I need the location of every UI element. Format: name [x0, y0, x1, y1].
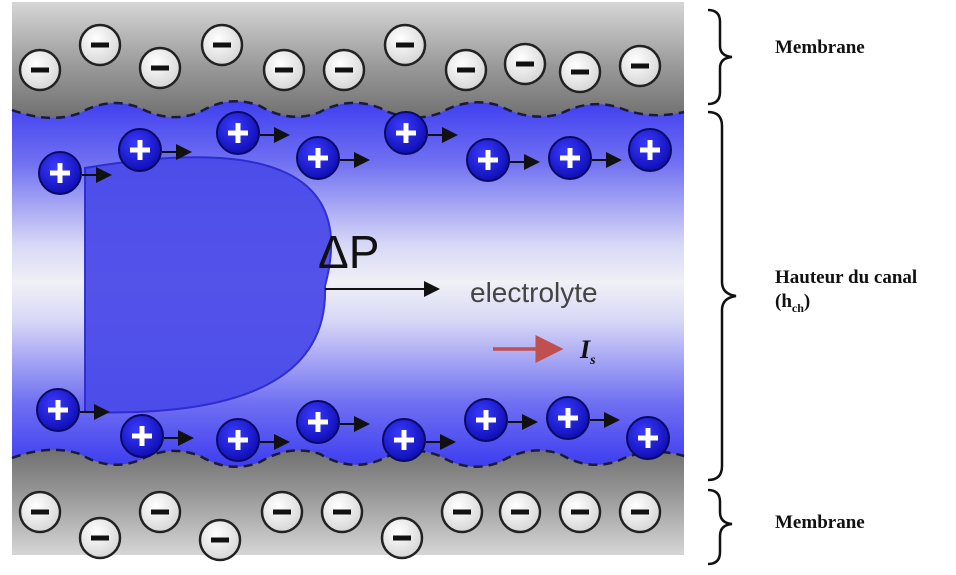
anion-top-7 [383, 23, 427, 67]
cation-bottom-1 [36, 388, 110, 432]
streaming-current-label: Is [579, 335, 596, 368]
shear-plane-top [11, 100, 685, 120]
anion-bottom-10 [558, 490, 602, 534]
cation-top-5 [384, 111, 458, 155]
anion-bottom-5 [260, 490, 304, 534]
ions [18, 23, 672, 562]
anion-top-3 [138, 46, 182, 90]
cation-top-8 [628, 128, 672, 172]
anion-top-5 [262, 48, 306, 92]
anion-top-11 [618, 44, 662, 88]
anion-bottom-6 [320, 490, 364, 534]
anion-bottom-7 [380, 516, 424, 560]
brace-channel-height [707, 110, 737, 482]
label-membrane-bottom: Membrane [775, 512, 865, 533]
anion-top-2 [78, 23, 122, 67]
electrolyte-label: electrolyte [470, 277, 598, 308]
brace-membrane-top [707, 8, 733, 106]
cation-top-6 [466, 138, 540, 182]
anion-top-4 [200, 23, 244, 67]
cation-bottom-7 [546, 396, 620, 440]
cation-top-7 [548, 136, 622, 180]
cation-bottom-2 [120, 414, 194, 458]
label-membrane-top: Membrane [775, 37, 865, 58]
anion-bottom-8 [440, 490, 484, 534]
label-channel-height: Hauteur du canal (hch) [775, 267, 918, 315]
anion-top-1 [18, 48, 62, 92]
anion-bottom-1 [18, 490, 62, 534]
anion-bottom-11 [618, 490, 662, 534]
anion-top-6 [322, 48, 366, 92]
cation-top-1 [38, 151, 112, 195]
anion-bottom-2 [78, 516, 122, 560]
cation-bottom-4 [296, 400, 370, 444]
pressure-label: ΔP [318, 226, 379, 278]
brace-membrane-bottom [707, 488, 733, 566]
anion-bottom-9 [498, 490, 542, 534]
anion-bottom-4 [198, 518, 242, 562]
anion-bottom-3 [138, 490, 182, 534]
cation-bottom-3 [216, 418, 290, 462]
cation-bottom-6 [464, 398, 538, 442]
shear-plane-bottom [11, 448, 685, 468]
anion-top-10 [558, 50, 602, 94]
anion-top-9 [503, 42, 547, 86]
anion-top-8 [444, 48, 488, 92]
flow-velocity-profile [84, 156, 333, 414]
cation-top-2 [118, 128, 192, 172]
cation-bottom-8 [626, 416, 670, 460]
cation-top-4 [296, 136, 370, 180]
cation-bottom-5 [382, 418, 456, 462]
cation-top-3 [216, 111, 290, 155]
